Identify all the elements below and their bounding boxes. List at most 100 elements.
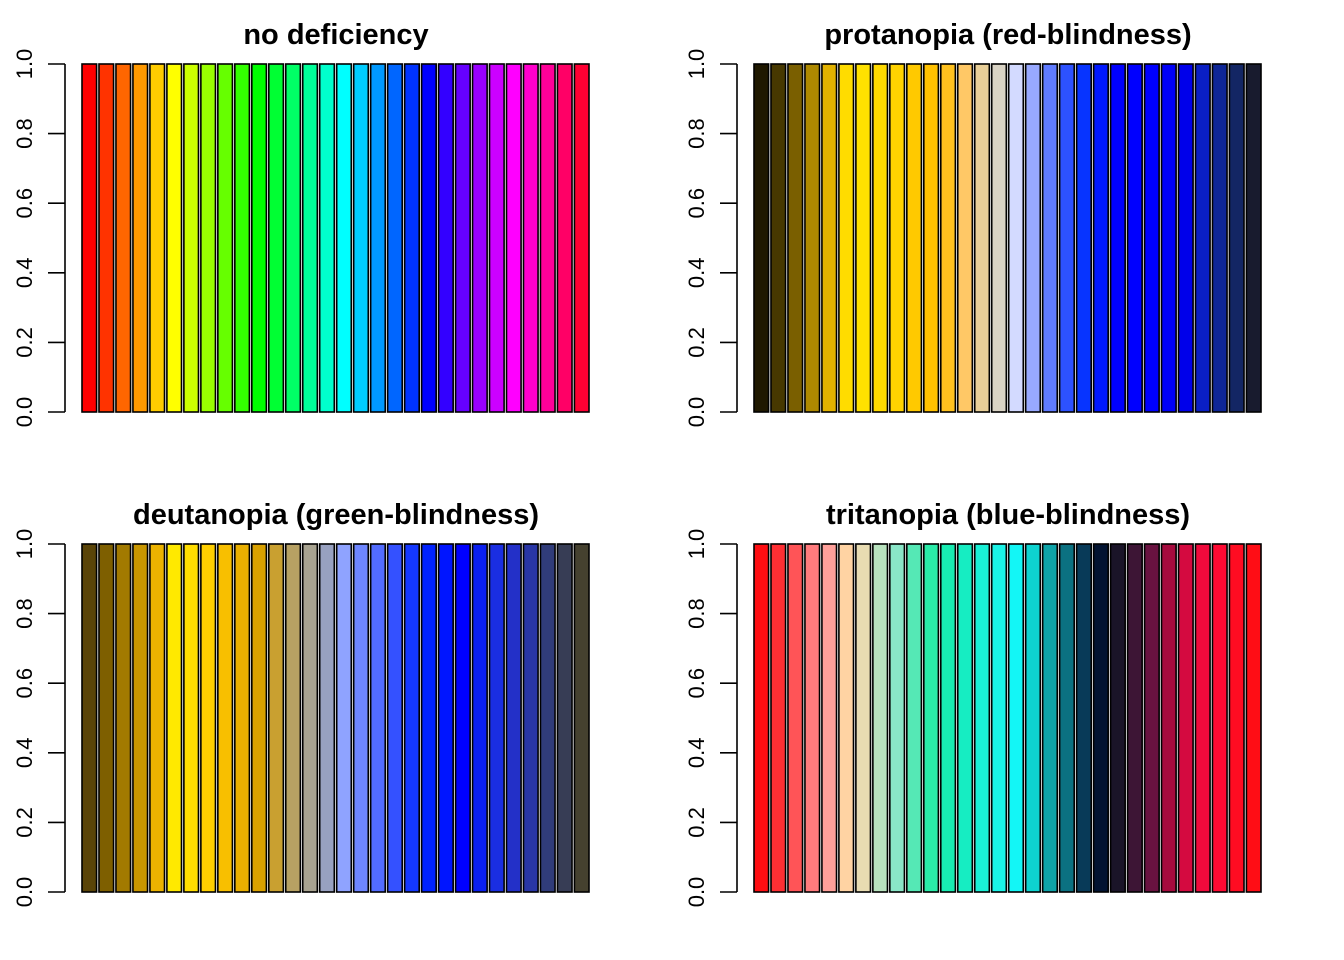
bar [922, 63, 940, 413]
y-tick-label: 0.0 [12, 397, 37, 428]
bar [505, 63, 522, 413]
y-tick-label: 0.4 [12, 738, 37, 769]
bar [973, 63, 991, 413]
y-tick-label: 0.8 [12, 118, 37, 149]
bar [1194, 63, 1211, 413]
bar [770, 63, 787, 413]
panel-no-deficiency: no deficiency 0.0 0.2 0.4 0.6 0.8 1.0 [12, 19, 590, 428]
bar [1041, 63, 1059, 413]
bar [906, 63, 923, 413]
bar [522, 63, 539, 413]
bar [573, 543, 590, 893]
bar [81, 543, 98, 893]
bar [267, 63, 285, 413]
bar [437, 63, 454, 413]
y-tick-label: 0.2 [684, 327, 709, 358]
bar [335, 63, 353, 413]
bar [973, 543, 991, 893]
bar [1058, 63, 1076, 413]
panel-protanopia: protanopia (red-blindness) 0.0 0.2 0.4 0.6 0.… [684, 19, 1262, 428]
bar [1041, 543, 1059, 893]
bar [115, 543, 132, 893]
bar [990, 63, 1008, 413]
y-tick-label: 0.0 [684, 877, 709, 908]
bar [906, 543, 923, 893]
bar [821, 543, 838, 893]
y-tick-label: 0.6 [684, 188, 709, 219]
bar [386, 63, 404, 413]
y-tick-label: 0.4 [12, 258, 37, 289]
bar [855, 543, 872, 893]
bar [1092, 543, 1109, 893]
bar [872, 543, 889, 893]
bar [98, 543, 115, 893]
bar [1143, 543, 1160, 893]
bar [352, 63, 370, 413]
y-tick-label: 0.4 [684, 738, 709, 769]
bar [1126, 63, 1143, 413]
bar [403, 543, 421, 893]
y-tick-label: 0.0 [12, 877, 37, 908]
bar [132, 63, 149, 413]
bar [1211, 63, 1228, 413]
bar [234, 63, 251, 413]
bar [183, 543, 200, 893]
y-tick-label: 0.0 [684, 397, 709, 428]
bar [804, 543, 821, 893]
bar [505, 543, 522, 893]
bar [1177, 543, 1194, 893]
bar [1024, 63, 1042, 413]
bar [386, 543, 404, 893]
bar [855, 63, 872, 413]
bar [369, 63, 387, 413]
bar [488, 543, 505, 893]
bar [149, 63, 166, 413]
y-tick-label: 0.6 [12, 188, 37, 219]
panel-tritanopia: tritanopia (blue-blindness) 0.0 0.2 0.4 0.6 0… [684, 499, 1262, 908]
bar [200, 543, 217, 893]
chart-title: tritanopia (blue-blindness) [826, 499, 1190, 531]
bar [369, 543, 387, 893]
bar [1177, 63, 1194, 413]
bar [335, 543, 353, 893]
bar [98, 63, 115, 413]
bar [471, 63, 488, 413]
bar [1058, 543, 1076, 893]
bar [488, 63, 505, 413]
bar [753, 63, 770, 413]
bar [250, 543, 268, 893]
y-tick-label: 0.8 [684, 118, 709, 149]
y-tick-label: 0.6 [684, 668, 709, 699]
bar [1109, 543, 1126, 893]
y-tick-label: 1.0 [684, 529, 709, 560]
y-tick-label: 0.2 [12, 327, 37, 358]
bar [166, 63, 183, 413]
bar [1075, 543, 1093, 893]
bar [1245, 543, 1262, 893]
bar [573, 63, 590, 413]
bar [1007, 63, 1025, 413]
bar [556, 543, 573, 893]
bar [1245, 63, 1262, 413]
bar [183, 63, 200, 413]
bar [166, 543, 183, 893]
bar [1160, 63, 1177, 413]
bar [318, 63, 336, 413]
bar [471, 543, 488, 893]
bar [200, 63, 217, 413]
bar [956, 63, 974, 413]
bar [1092, 63, 1109, 413]
bar [403, 63, 421, 413]
bar [956, 543, 974, 893]
bar [1160, 543, 1177, 893]
bar [990, 543, 1008, 893]
bar [132, 543, 149, 893]
bar [1143, 63, 1160, 413]
bar [454, 63, 471, 413]
bar [1194, 543, 1211, 893]
bar [556, 63, 573, 413]
bar [352, 543, 370, 893]
bar [420, 543, 437, 893]
bar [437, 543, 454, 893]
